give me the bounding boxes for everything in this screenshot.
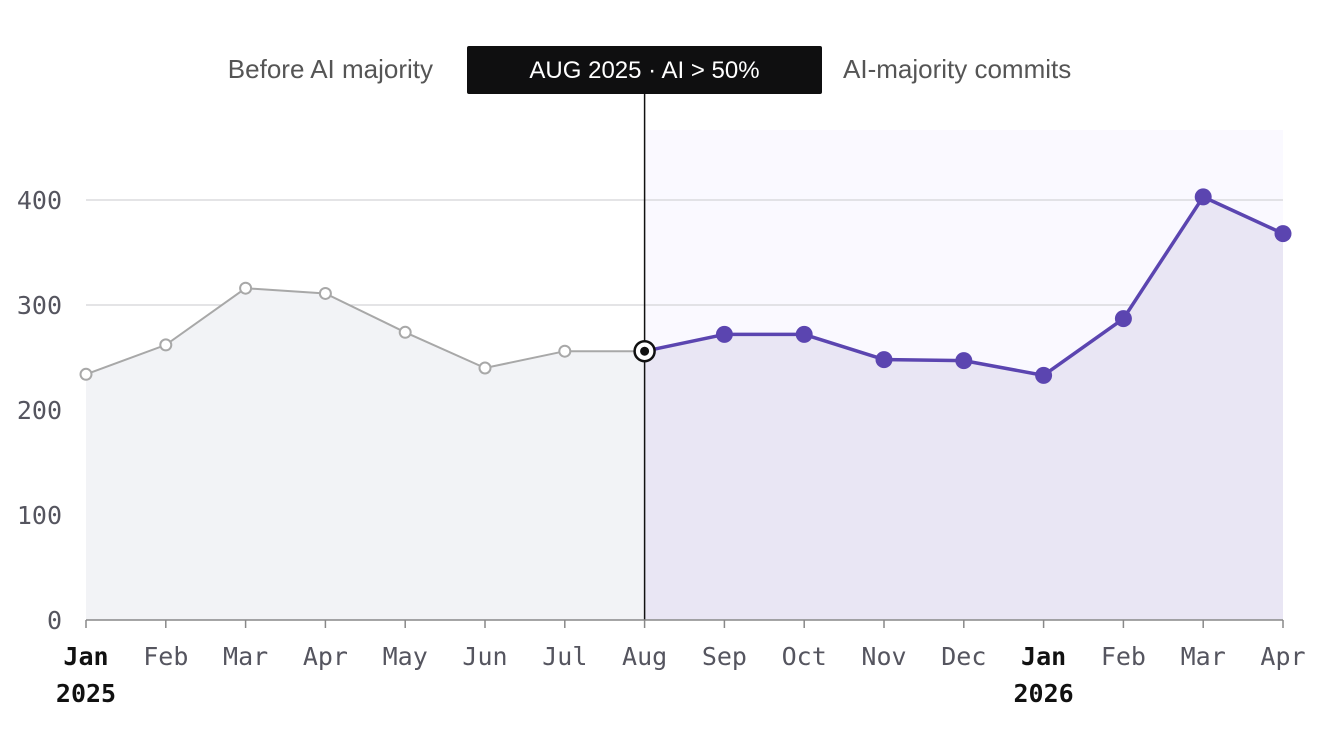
data-point-after [1114, 310, 1132, 328]
y-tick-label: 200 [17, 396, 62, 425]
data-point-after [795, 325, 813, 343]
x-tick-label: May [383, 642, 428, 671]
x-tick-label: Dec [941, 642, 986, 671]
x-tick-label: Jul [542, 642, 587, 671]
x-tick-label: Jun [462, 642, 507, 671]
y-tick-label: 300 [17, 291, 62, 320]
x-tick-label: Jan [1021, 642, 1066, 671]
x-year-label: 2025 [56, 679, 116, 708]
data-point-before [239, 281, 253, 295]
x-tick-label: Feb [1101, 642, 1146, 671]
data-point-before [558, 344, 572, 358]
data-point-after [875, 351, 893, 369]
y-axis-labels: 0 100 200 300 400 [17, 186, 62, 635]
x-tick-label: Sep [702, 642, 747, 671]
threshold-banner [467, 46, 822, 94]
before-area-fill [86, 288, 645, 620]
x-tick-label: Aug [622, 642, 667, 671]
data-point-threshold-center [640, 346, 650, 356]
x-axis-ticks: Jan 2025 Feb Mar Apr May Jun Jul Aug Sep Oct Nov Dec… [56, 620, 1306, 708]
data-point-before [398, 325, 412, 339]
x-tick-label: Nov [861, 642, 906, 671]
x-tick-label: Feb [143, 642, 188, 671]
data-point-before [318, 286, 332, 300]
data-point-after [955, 352, 973, 370]
data-point-before [478, 361, 492, 375]
x-tick-label: Mar [1181, 642, 1226, 671]
x-tick-label: Apr [303, 642, 348, 671]
x-year-label: 2026 [1013, 679, 1073, 708]
threshold-banner-text: AUG 2025 · AI > 50% [529, 57, 759, 84]
x-tick-label: Oct [782, 642, 827, 671]
region-label-before: Before AI majority [228, 54, 433, 84]
data-point-after [715, 325, 733, 343]
data-point-after [1194, 188, 1212, 206]
data-point-before [159, 338, 173, 352]
x-tick-label: Mar [223, 642, 268, 671]
y-tick-label: 100 [17, 501, 62, 530]
region-label-after: AI-majority commits [843, 54, 1071, 84]
x-tick-label: Apr [1260, 642, 1305, 671]
before-series-line [85, 287, 645, 376]
data-point-after [1035, 366, 1053, 384]
data-point-before [79, 367, 93, 381]
y-tick-label: 0 [47, 606, 62, 635]
after-area-fill [644, 196, 1283, 620]
data-point-after [1274, 225, 1292, 243]
x-tick-label: Jan [63, 642, 108, 671]
data-points [79, 188, 1292, 384]
y-tick-label: 400 [17, 186, 62, 215]
